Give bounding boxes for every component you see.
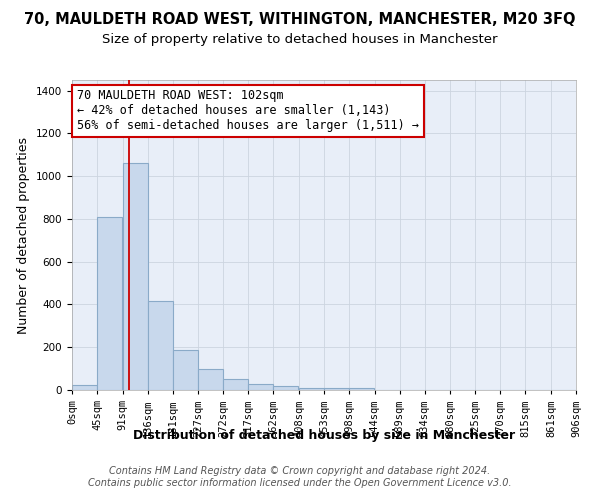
Bar [72, 384, 97, 390]
Bar [349, 388, 374, 390]
Text: Size of property relative to detached houses in Manchester: Size of property relative to detached ho… [102, 32, 498, 46]
Bar [173, 350, 198, 390]
Bar [97, 217, 122, 390]
Bar [324, 388, 349, 390]
Text: Contains HM Land Registry data © Crown copyright and database right 2024.
Contai: Contains HM Land Registry data © Crown c… [88, 466, 512, 487]
Bar [122, 164, 148, 390]
Bar [274, 386, 298, 390]
Bar [299, 388, 324, 390]
Bar [148, 302, 173, 390]
Bar [248, 384, 274, 390]
Text: Distribution of detached houses by size in Manchester: Distribution of detached houses by size … [133, 428, 515, 442]
Bar [223, 380, 248, 390]
Text: 70 MAULDETH ROAD WEST: 102sqm
← 42% of detached houses are smaller (1,143)
56% o: 70 MAULDETH ROAD WEST: 102sqm ← 42% of d… [77, 90, 419, 132]
Y-axis label: Number of detached properties: Number of detached properties [17, 136, 31, 334]
Text: 70, MAULDETH ROAD WEST, WITHINGTON, MANCHESTER, M20 3FQ: 70, MAULDETH ROAD WEST, WITHINGTON, MANC… [24, 12, 576, 28]
Bar [198, 368, 223, 390]
